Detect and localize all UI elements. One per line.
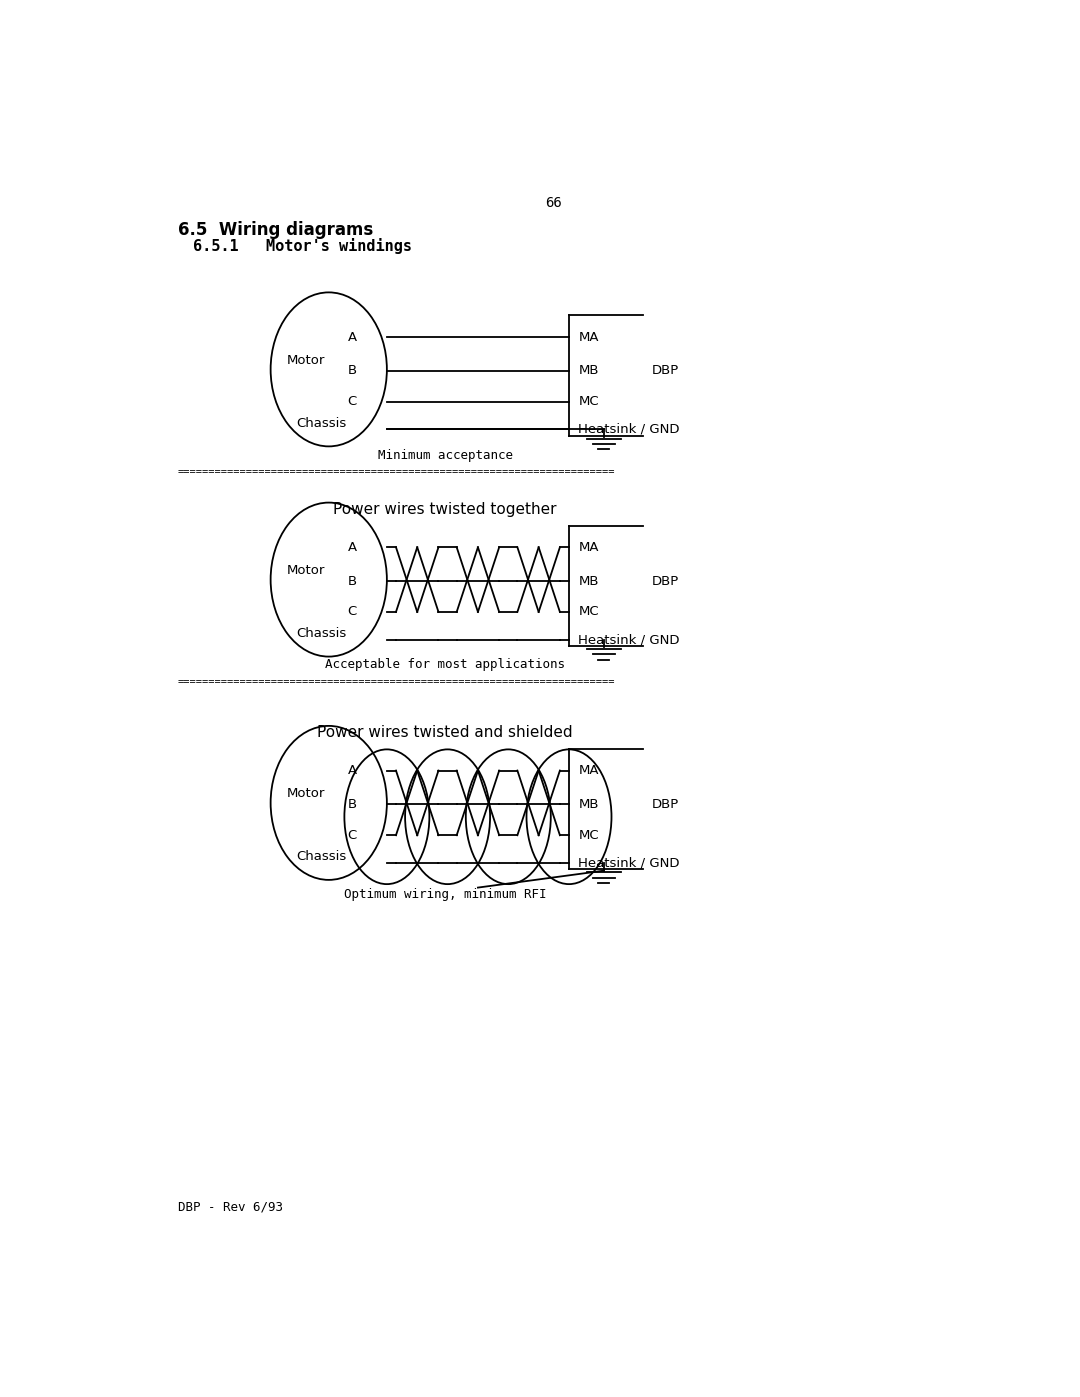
Text: 66: 66 [545, 196, 562, 210]
Text: MA: MA [578, 331, 598, 344]
Text: Heatsink / GND: Heatsink / GND [578, 856, 679, 869]
Text: Acceptable for most applications: Acceptable for most applications [325, 658, 565, 671]
Text: Chassis: Chassis [296, 627, 346, 640]
Text: DBP - Rev 6/93: DBP - Rev 6/93 [177, 1201, 283, 1214]
Text: Power wires twisted together: Power wires twisted together [334, 502, 557, 517]
Text: Chassis: Chassis [296, 851, 346, 863]
Text: MB: MB [578, 798, 598, 810]
Text: B: B [348, 365, 356, 377]
Text: MA: MA [578, 541, 598, 553]
Text: B: B [348, 798, 356, 810]
Text: A: A [348, 764, 356, 777]
Text: A: A [348, 541, 356, 553]
Text: Power wires twisted and shielded: Power wires twisted and shielded [318, 725, 572, 740]
Text: Heatsink / GND: Heatsink / GND [578, 633, 679, 647]
Text: Minimum acceptance: Minimum acceptance [378, 448, 513, 461]
Text: B: B [348, 574, 356, 588]
Text: A: A [348, 331, 356, 344]
Text: DBP: DBP [652, 365, 679, 377]
Text: Motor: Motor [286, 787, 325, 800]
Text: 6.5  Wiring diagrams: 6.5 Wiring diagrams [177, 221, 373, 239]
Text: MB: MB [578, 365, 598, 377]
Text: MB: MB [578, 574, 598, 588]
Text: Chassis: Chassis [296, 416, 346, 430]
Text: DBP: DBP [652, 798, 679, 810]
Text: DBP: DBP [652, 574, 679, 588]
Text: Motor: Motor [286, 353, 325, 366]
Text: ======================================================================: ========================================… [177, 467, 616, 478]
Text: ======================================================================: ========================================… [177, 678, 616, 687]
Text: MC: MC [578, 605, 599, 619]
Text: 6.5.1   Motor's windings: 6.5.1 Motor's windings [193, 239, 413, 254]
Text: Optimum wiring, minimum RFI: Optimum wiring, minimum RFI [343, 887, 546, 901]
Text: Motor: Motor [286, 564, 325, 577]
Text: MC: MC [578, 395, 599, 408]
Text: Heatsink / GND: Heatsink / GND [578, 423, 679, 436]
Text: MC: MC [578, 828, 599, 842]
Text: MA: MA [578, 764, 598, 777]
Text: C: C [348, 828, 356, 842]
Text: C: C [348, 605, 356, 619]
Text: C: C [348, 395, 356, 408]
